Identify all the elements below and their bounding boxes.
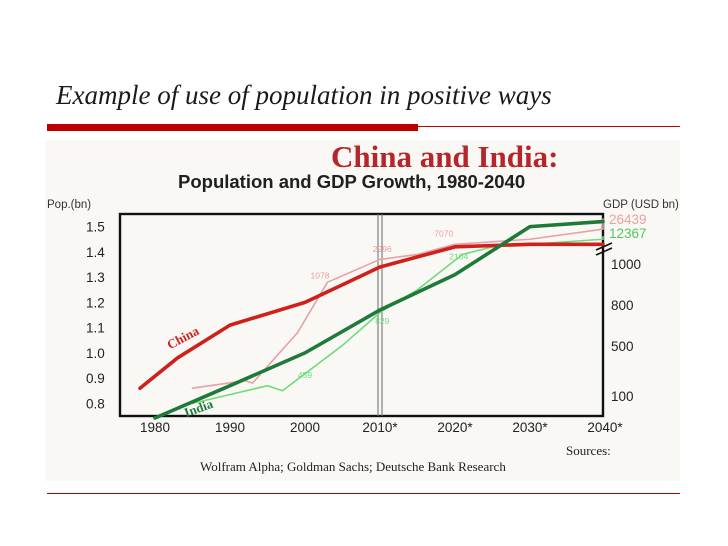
y-left-tick-label: 1.5	[86, 220, 105, 235]
x-tick-label: 2040*	[587, 420, 623, 435]
x-tick-label: 2000	[290, 420, 320, 435]
y-left-tick-label: 1.2	[86, 295, 105, 310]
gdp-data-label: 1078	[311, 270, 330, 280]
gdp-data-label: 7070	[434, 229, 453, 239]
x-tick-label: 1980	[140, 420, 170, 435]
sources-heading: Sources:	[566, 443, 611, 458]
x-tick-label: 1990	[215, 420, 245, 435]
y-left-tick-label: 0.9	[86, 371, 105, 386]
y-left-tick-label: 1.0	[86, 346, 105, 361]
x-tick-label: 2010*	[362, 420, 398, 435]
slide-title: Example of use of population in positive…	[56, 80, 552, 110]
right-axis-label: GDP (USD bn)	[603, 199, 679, 211]
title-underline-thin	[418, 126, 680, 127]
india-gdp-end-value: 12367	[609, 226, 647, 241]
x-tick-label: 2030*	[512, 420, 548, 435]
y-left-tick-label: 1.4	[86, 245, 105, 260]
gdp-data-label: 2996	[373, 244, 392, 254]
y-left-tick-label: 1.1	[86, 321, 105, 336]
title-underline-bar	[47, 124, 418, 131]
y-left-tick-label: 1.3	[86, 270, 105, 285]
y-right-tick-label: 500	[611, 339, 634, 354]
gdp-data-label: 2104	[449, 251, 468, 261]
chart-title: China and India:	[331, 139, 559, 174]
axis-break-mark	[595, 247, 613, 256]
left-axis-label: Pop.(bn)	[47, 199, 92, 211]
china-gdp-end-value: 26439	[609, 212, 647, 227]
gdp-data-label: 459	[298, 370, 312, 380]
y-right-tick-label: 1000	[611, 257, 641, 272]
bottom-rule	[47, 493, 680, 494]
y-left-tick-label: 0.8	[86, 396, 105, 411]
china-line	[138, 242, 605, 391]
india-line	[153, 219, 605, 420]
gdp-data-label: 829	[375, 316, 389, 326]
axis-break-mark	[595, 242, 613, 251]
sources-text: Wolfram Alpha; Goldman Sachs; Deutsche B…	[200, 459, 506, 474]
chart-subtitle: Population and GDP Growth, 1980-2040	[178, 171, 526, 192]
y-right-tick-label: 100	[611, 389, 634, 404]
y-right-tick-label: 800	[611, 298, 634, 313]
chart-figure	[45, 140, 680, 481]
plot-frame	[118, 212, 605, 418]
china-gdp-line	[191, 218, 604, 390]
x-tick-label: 2020*	[437, 420, 473, 435]
